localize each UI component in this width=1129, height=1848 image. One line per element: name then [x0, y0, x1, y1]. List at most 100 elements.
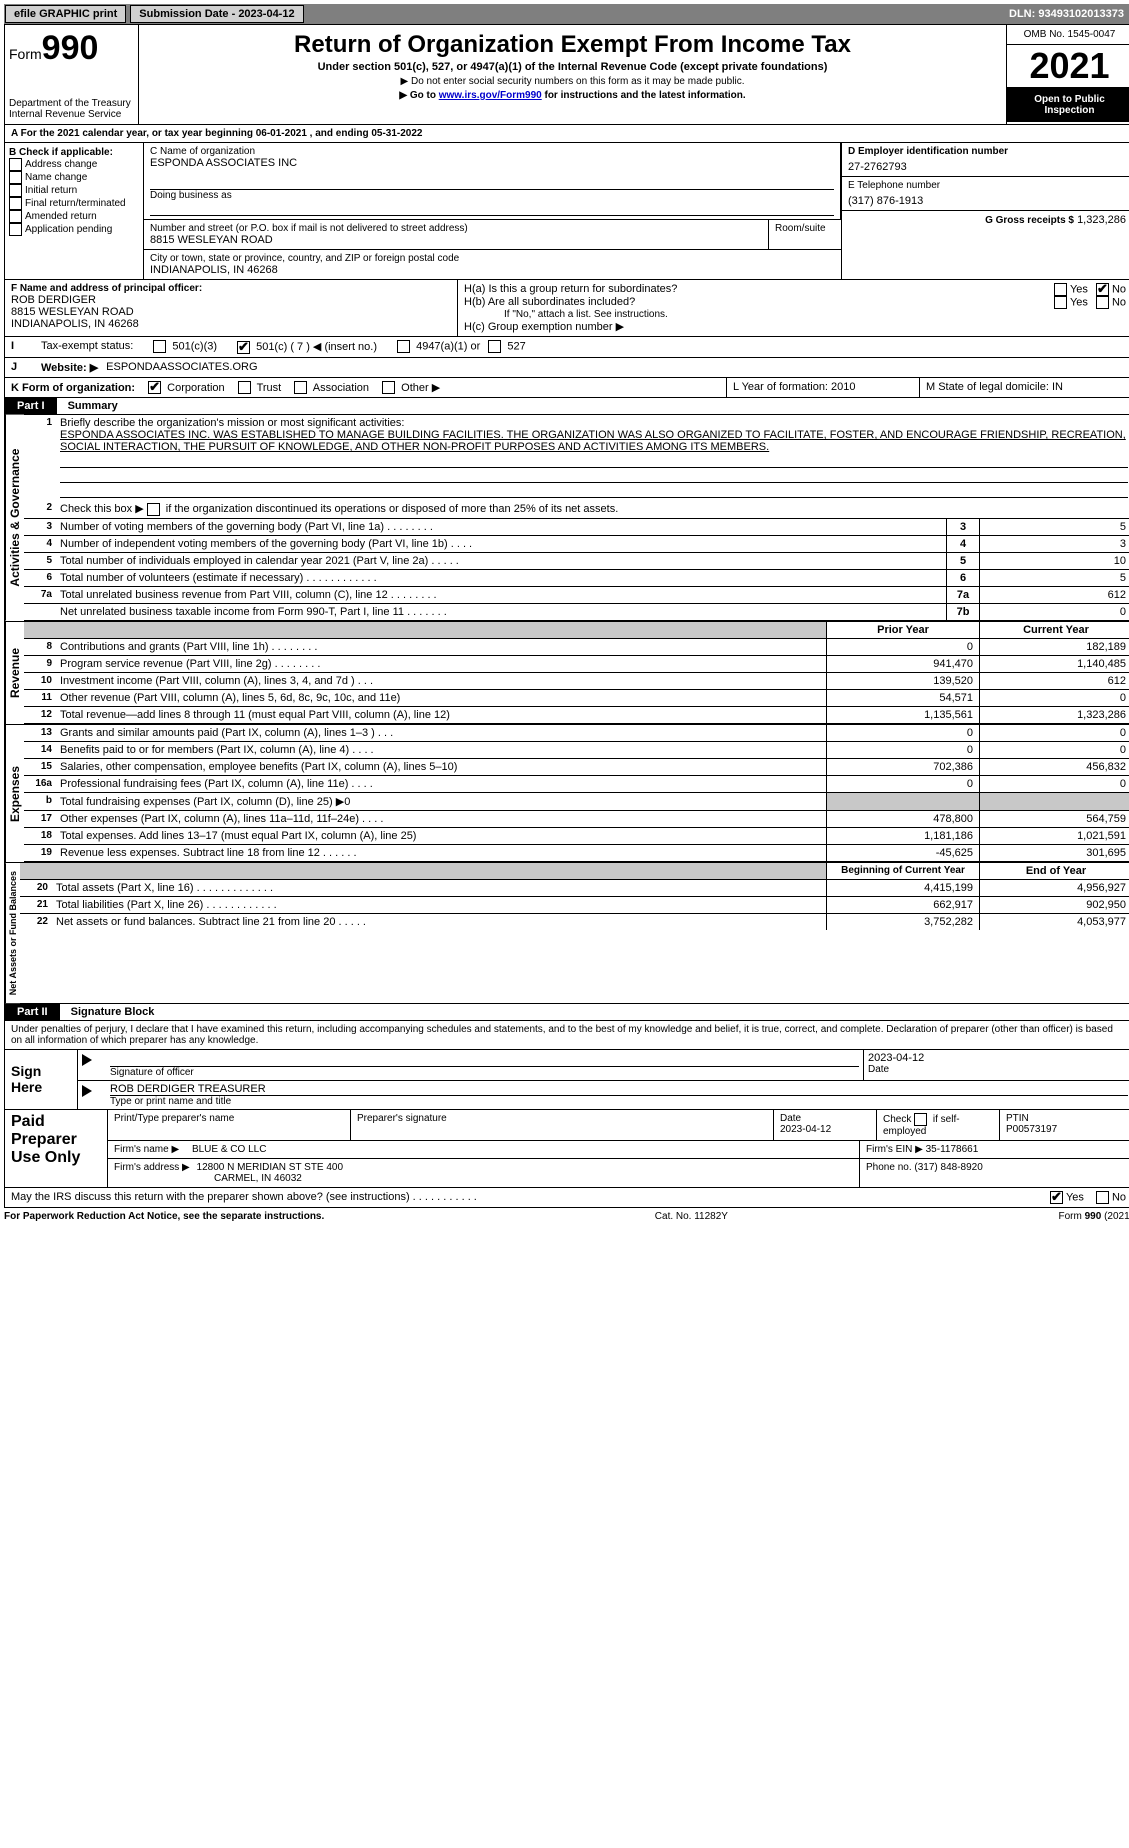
hb-no[interactable]: No [1096, 296, 1126, 309]
r11-num: 11 [24, 690, 56, 706]
r15-desc: Salaries, other compensation, employee b… [56, 759, 826, 775]
section-f: F Name and address of principal officer:… [5, 280, 458, 336]
chk-501c[interactable]: 501(c) ( 7 ) ◀ (insert no.) [237, 340, 377, 354]
col-end: End of Year [979, 863, 1129, 879]
irs-link[interactable]: www.irs.gov/Form990 [439, 90, 542, 101]
discuss-no[interactable]: No [1096, 1191, 1126, 1204]
r6-box: 6 [946, 570, 979, 586]
r9-desc: Program service revenue (Part VIII, line… [56, 656, 826, 672]
r21-num: 21 [20, 897, 52, 913]
self-employed: Check if self-employed [877, 1110, 1000, 1140]
r7b-desc: Net unrelated business taxable income fr… [56, 604, 946, 620]
firm-ein: 35-1178661 [926, 1144, 979, 1155]
hb-yes[interactable]: Yes [1054, 296, 1088, 309]
prep-sig-label: Preparer's signature [351, 1110, 774, 1140]
r17-num: 17 [24, 811, 56, 827]
r8-num: 8 [24, 639, 56, 655]
discuss-yes-label: Yes [1066, 1191, 1084, 1203]
form-subtitle: Under section 501(c), 527, or 4947(a)(1)… [143, 61, 1002, 73]
r22-desc: Net assets or fund balances. Subtract li… [52, 914, 826, 930]
r8-curr: 182,189 [979, 639, 1129, 655]
prep-phone-label: Phone no. [866, 1162, 912, 1173]
r10-curr: 612 [979, 673, 1129, 689]
form-title: Return of Organization Exempt From Incom… [143, 31, 1002, 59]
r17-curr: 564,759 [979, 811, 1129, 827]
section-deg: D Employer identification number 27-2762… [842, 143, 1129, 279]
chk-address-label: Address change [25, 159, 97, 170]
chk-initial[interactable]: Initial return [9, 184, 139, 197]
goto-post: for instructions and the latest informat… [542, 90, 746, 101]
phone: (317) 876-1913 [848, 195, 1126, 207]
part2-header: Part II [5, 1004, 60, 1020]
section-i: I Tax-exempt status: 501(c)(3) 501(c) ( … [4, 337, 1129, 358]
r14-desc: Benefits paid to or for members (Part IX… [56, 742, 826, 758]
chk-amended[interactable]: Amended return [9, 210, 139, 223]
sections-bcdeg: B Check if applicable: Address change Na… [4, 143, 1129, 280]
chk-final-label: Final return/terminated [25, 198, 126, 209]
hb-no-label: No [1112, 296, 1126, 308]
section-j: J Website: ▶ ESPONDAASSOCIATES.ORG [4, 358, 1129, 378]
firm-ein-label: Firm's EIN ▶ [866, 1144, 923, 1155]
chk-other[interactable]: Other ▶ [382, 382, 440, 394]
chk-trust[interactable]: Trust [238, 382, 282, 394]
r16b-desc: Total fundraising expenses (Part IX, col… [56, 793, 826, 810]
r20-curr: 4,956,927 [979, 880, 1129, 896]
r5-val: 10 [979, 553, 1129, 569]
q2-line: Check this box ▶ if the organization dis… [56, 500, 1129, 518]
arrow-icon [82, 1085, 92, 1097]
footer: For Paperwork Reduction Act Notice, see … [4, 1208, 1129, 1225]
r21-prior: 662,917 [826, 897, 979, 913]
r7b-num [24, 604, 56, 620]
ha-yes[interactable]: Yes [1054, 283, 1088, 296]
r4-val: 3 [979, 536, 1129, 552]
officer-city: INDIANAPOLIS, IN 46268 [11, 318, 451, 330]
website: ESPONDAASSOCIATES.ORG [106, 361, 257, 374]
submission-date-button[interactable]: Submission Date - 2023-04-12 [130, 5, 303, 23]
part1-title: Summary [60, 400, 118, 412]
r19-num: 19 [24, 845, 56, 861]
form-label: Form990 [9, 29, 134, 68]
firm-addr2: CARMEL, IN 46032 [214, 1173, 302, 1184]
r7b-val: 0 [979, 604, 1129, 620]
r8-prior: 0 [826, 639, 979, 655]
hb-note: If "No," attach a list. See instructions… [464, 309, 1126, 320]
firm-addr-label: Firm's address ▶ [114, 1162, 190, 1173]
corp-label: Corporation [167, 382, 224, 394]
mission-text: ESPONDA ASSOCIATES INC. WAS ESTABLISHED … [60, 429, 1126, 453]
q1-label: Briefly describe the organization's miss… [60, 417, 404, 429]
chk-assoc[interactable]: Association [294, 382, 369, 394]
r16b-curr [979, 793, 1129, 810]
trust-label: Trust [257, 382, 282, 394]
revenue-label: Revenue [5, 622, 24, 724]
discuss-yes[interactable]: Yes [1050, 1191, 1084, 1204]
chk-4947-label: 4947(a)(1) or [416, 340, 480, 352]
r22-num: 22 [20, 914, 52, 930]
r10-prior: 139,520 [826, 673, 979, 689]
r16a-desc: Professional fundraising fees (Part IX, … [56, 776, 826, 792]
tax-status-label: Tax-exempt status: [41, 340, 133, 354]
chk-501c3[interactable]: 501(c)(3) [153, 340, 217, 354]
chk-discontinued[interactable] [147, 503, 160, 516]
r11-curr: 0 [979, 690, 1129, 706]
org-name: ESPONDA ASSOCIATES INC [150, 157, 834, 169]
section-a-prefix: A [11, 128, 18, 139]
ptin-label: PTIN [1006, 1113, 1126, 1124]
r13-prior: 0 [826, 725, 979, 741]
sections-fh: F Name and address of principal officer:… [4, 280, 1129, 337]
chk-4947[interactable]: 4947(a)(1) or [397, 340, 480, 354]
chk-self-employed[interactable] [914, 1113, 927, 1126]
chk-address[interactable]: Address change [9, 158, 139, 171]
chk-527[interactable]: 527 [488, 340, 525, 354]
chk-pending[interactable]: Application pending [9, 223, 139, 236]
r4-box: 4 [946, 536, 979, 552]
ha-no[interactable]: No [1096, 283, 1126, 296]
phone-label: E Telephone number [848, 180, 1126, 191]
sig-officer-label: Signature of officer [110, 1067, 859, 1078]
firm-addr1: 12800 N MERIDIAN ST STE 400 [197, 1162, 344, 1173]
r17-desc: Other expenses (Part IX, column (A), lin… [56, 811, 826, 827]
chk-name[interactable]: Name change [9, 171, 139, 184]
r12-prior: 1,135,561 [826, 707, 979, 723]
chk-final[interactable]: Final return/terminated [9, 197, 139, 210]
chk-corp[interactable]: Corporation [148, 382, 225, 394]
r5-desc: Total number of individuals employed in … [56, 553, 946, 569]
